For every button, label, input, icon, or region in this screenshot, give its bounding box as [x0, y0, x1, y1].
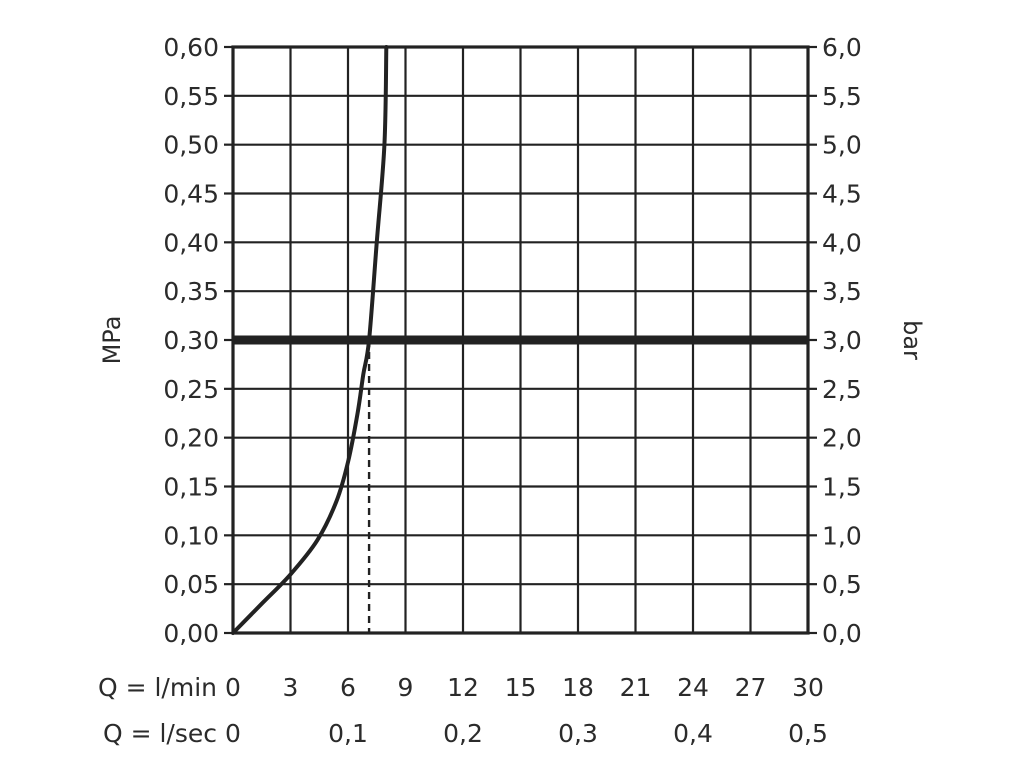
y-tick-label: 0,15 — [163, 473, 219, 502]
x2-tick-label: 0,1 — [328, 719, 368, 748]
x-tick-label: 0 — [225, 673, 241, 702]
y-tick-label: 0,00 — [163, 619, 219, 648]
y2-tick-label: 0,5 — [822, 570, 862, 599]
y2-tick-label: 4,0 — [822, 228, 862, 257]
y2-axis-title: bar — [898, 320, 926, 360]
axis-titles: Q = l/min Q = l/sec MPa bar — [98, 316, 926, 748]
x-axis-title: Q = l/min — [98, 673, 217, 702]
y-tick-label: 0,50 — [163, 131, 219, 160]
x-tick-label: 6 — [340, 673, 356, 702]
tick-labels: 0,000,050,100,150,200,250,300,350,400,45… — [163, 33, 861, 748]
y-tick-label: 0,40 — [163, 228, 219, 257]
x2-tick-label: 0 — [225, 719, 241, 748]
y-tick-label: 0,55 — [163, 82, 219, 111]
x-tick-label: 12 — [447, 673, 479, 702]
y2-tick-label: 6,0 — [822, 33, 862, 62]
x-tick-label: 9 — [398, 673, 414, 702]
y2-tick-label: 5,0 — [822, 131, 862, 160]
y2-tick-label: 5,5 — [822, 82, 862, 111]
plot-frame — [224, 45, 817, 635]
y-tick-label: 0,45 — [163, 180, 219, 209]
y-tick-label: 0,25 — [163, 375, 219, 404]
y2-tick-label: 2,0 — [822, 424, 862, 453]
x-tick-label: 24 — [677, 673, 709, 702]
x2-axis-title: Q = l/sec — [103, 719, 217, 748]
grid — [233, 47, 808, 633]
y-tick-label: 0,30 — [163, 326, 219, 355]
y2-tick-label: 0,0 — [822, 619, 862, 648]
x-tick-label: 15 — [505, 673, 537, 702]
y-axis-title: MPa — [98, 316, 126, 365]
x-tick-label: 21 — [620, 673, 652, 702]
y2-tick-label: 1,5 — [822, 473, 862, 502]
y-tick-label: 0,20 — [163, 424, 219, 453]
x2-tick-label: 0,2 — [443, 719, 483, 748]
y-tick-label: 0,10 — [163, 521, 219, 550]
x-tick-label: 18 — [562, 673, 594, 702]
y2-tick-label: 3,5 — [822, 277, 862, 306]
x-tick-label: 27 — [735, 673, 767, 702]
series-line-0 — [231, 45, 389, 635]
y-tick-label: 0,60 — [163, 33, 219, 62]
y-tick-label: 0,35 — [163, 277, 219, 306]
series-layer — [231, 45, 389, 635]
y2-tick-label: 4,5 — [822, 180, 862, 209]
x2-tick-label: 0,3 — [558, 719, 598, 748]
x-tick-label: 30 — [792, 673, 824, 702]
y2-tick-label: 2,5 — [822, 375, 862, 404]
reference-layer — [233, 335, 808, 633]
x2-tick-label: 0,5 — [788, 719, 828, 748]
x2-tick-label: 0,4 — [673, 719, 713, 748]
y2-tick-label: 3,0 — [822, 326, 862, 355]
y-tick-label: 0,05 — [163, 570, 219, 599]
x-tick-label: 3 — [283, 673, 299, 702]
y2-tick-label: 1,0 — [822, 521, 862, 550]
